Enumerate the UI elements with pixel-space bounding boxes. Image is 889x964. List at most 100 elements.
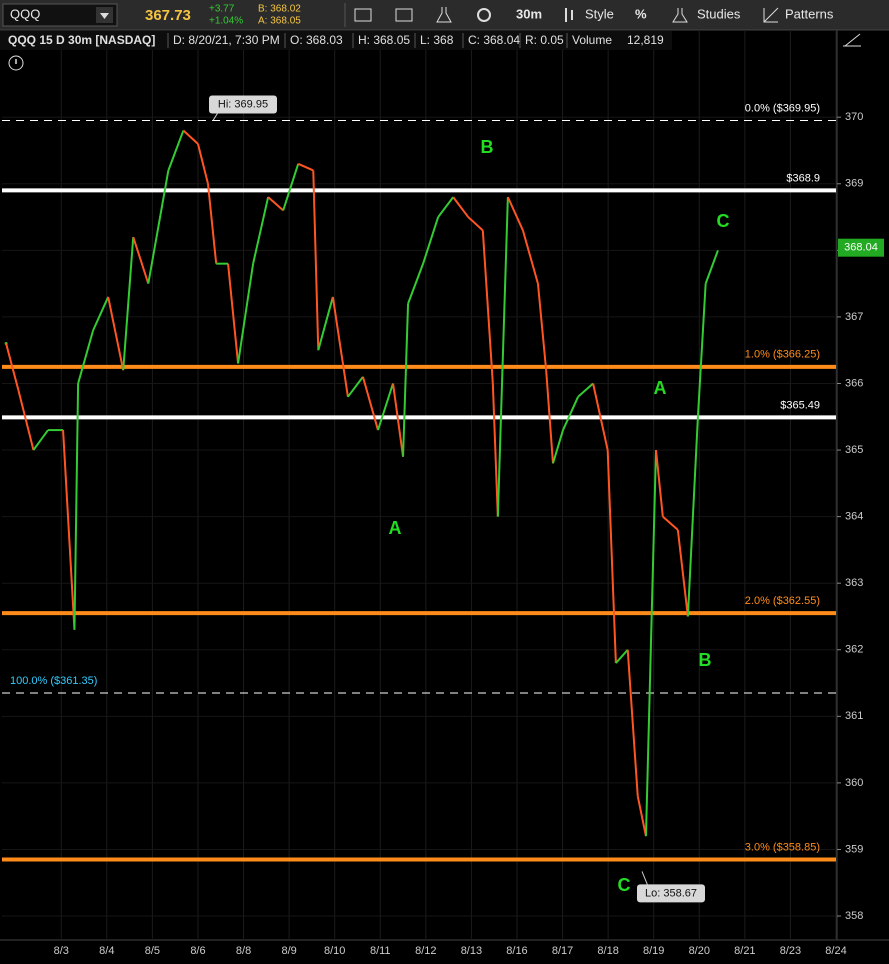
price-segment <box>562 396 579 431</box>
callout-box <box>209 95 277 114</box>
price-segment <box>312 170 320 351</box>
price-segment <box>167 130 185 171</box>
price-segment <box>297 162 314 172</box>
price-segment <box>206 183 218 264</box>
header-field: 12,819 <box>627 33 664 47</box>
wave-label: B <box>699 650 712 670</box>
wave-label: C <box>618 875 631 895</box>
price-segment <box>552 429 564 464</box>
alert-icon[interactable] <box>395 8 413 22</box>
flask-icon[interactable] <box>436 7 452 23</box>
info-icon[interactable] <box>8 55 24 71</box>
plot: 8/3 8/4 8/5 8/6 8/8 8/9 8/10 8/11 8/12 8/13 8/16 8/… <box>2 30 884 957</box>
header-field: H: 368.05 <box>358 33 410 47</box>
price-segment <box>392 383 405 457</box>
style-icon <box>565 8 573 22</box>
level-label: $365.49 <box>780 399 820 411</box>
price-segment <box>252 196 270 264</box>
price-segment <box>73 383 80 630</box>
price-segment <box>132 236 150 284</box>
y-tick-label: 363 <box>845 577 863 589</box>
price-segment <box>704 249 719 284</box>
symbol-box[interactable] <box>2 3 118 27</box>
callout-label: Hi: 369.95 <box>218 98 268 110</box>
price-segment <box>662 515 679 531</box>
dropdown-arrow <box>100 13 109 19</box>
callout-label: Lo: 358.67 <box>645 887 697 899</box>
y-tick-label: 367 <box>845 311 863 323</box>
level-label: 1.0% ($366.25) <box>745 349 820 361</box>
header-field: C: 368.04 <box>468 33 520 47</box>
price-segment <box>361 376 379 431</box>
price-segment <box>227 263 240 364</box>
x-tick-label: 8/23 <box>780 945 801 957</box>
x-tick-label: 8/11 <box>370 945 391 957</box>
y-tick-label: 370 <box>845 111 863 123</box>
y-tick-label: 364 <box>845 511 863 523</box>
x-tick-label: 8/24 <box>825 945 846 957</box>
share-icon[interactable] <box>354 8 372 22</box>
x-tick-label: 8/19 <box>643 945 664 957</box>
change: +3.77 <box>209 4 235 15</box>
price-segment <box>676 529 689 617</box>
x-tick-label: 8/16 <box>506 945 527 957</box>
wave-label: A <box>654 378 667 398</box>
patterns-button[interactable]: Patterns <box>785 6 834 21</box>
price-segment <box>182 129 199 145</box>
price-segment <box>107 296 125 371</box>
x-tick-label: 8/20 <box>689 945 710 957</box>
x-tick-label: 8/6 <box>190 945 205 957</box>
price-segment <box>592 383 609 451</box>
symbol[interactable]: QQQ <box>10 6 40 21</box>
wave-label: A <box>389 518 402 538</box>
percent-icon[interactable]: % <box>635 6 647 21</box>
ask: A: 368.05 <box>258 16 301 27</box>
change-pct: +1.04% <box>209 16 243 27</box>
price-segment <box>452 196 470 218</box>
price-segment <box>407 263 425 304</box>
bid: B: 368.02 <box>258 4 301 15</box>
header-field: O: 368.03 <box>290 33 343 47</box>
drawing-tool-icon[interactable] <box>843 33 861 47</box>
x-tick-label: 8/9 <box>281 945 296 957</box>
x-tick-label: 8/5 <box>145 945 160 957</box>
price-segment <box>5 343 20 391</box>
settings-icon[interactable] <box>477 8 491 22</box>
y-tick-label: 359 <box>845 843 863 855</box>
level-label: 0.0% ($369.95) <box>745 102 820 114</box>
price-segment <box>636 796 647 837</box>
header-field: L: 368 <box>420 33 454 47</box>
price-segment <box>62 430 76 630</box>
price-segment <box>506 196 524 231</box>
price-segment <box>496 197 509 517</box>
header-field: QQQ 15 D 30m [NASDAQ] <box>8 33 155 47</box>
price-segment <box>606 450 617 664</box>
x-tick-label: 8/13 <box>461 945 482 957</box>
price-segment <box>282 163 300 211</box>
price-segment <box>122 236 135 371</box>
price-segment <box>437 196 454 218</box>
price-segment <box>267 196 284 212</box>
y-tick-label: 361 <box>845 710 863 722</box>
y-tick-label: 358 <box>845 910 863 922</box>
interval[interactable]: 30m <box>516 6 542 21</box>
price-segment <box>491 383 499 517</box>
header-field: Volume <box>572 33 612 47</box>
header-field: D: 8/20/21, 7:30 PM <box>173 33 280 47</box>
x-tick-label: 8/3 <box>54 945 69 957</box>
chart-header: QQQ 15 D 30m [NASDAQ] D: 8/20/21, 7:30 PM… <box>0 31 672 50</box>
price-segment <box>615 649 629 664</box>
y-tick-label: 365 <box>845 444 863 456</box>
price-segment <box>402 303 410 457</box>
studies-button[interactable]: Studies <box>697 6 741 21</box>
price-segment <box>196 143 209 185</box>
studies-icon <box>672 8 688 23</box>
level-label: $368.9 <box>786 172 820 184</box>
style-button[interactable]: Style <box>585 6 614 21</box>
price-segment <box>644 450 657 837</box>
level-label: 100.0% ($361.35) <box>10 675 97 687</box>
price-segment <box>92 296 110 331</box>
last-price-label: 368.04 <box>844 242 878 254</box>
